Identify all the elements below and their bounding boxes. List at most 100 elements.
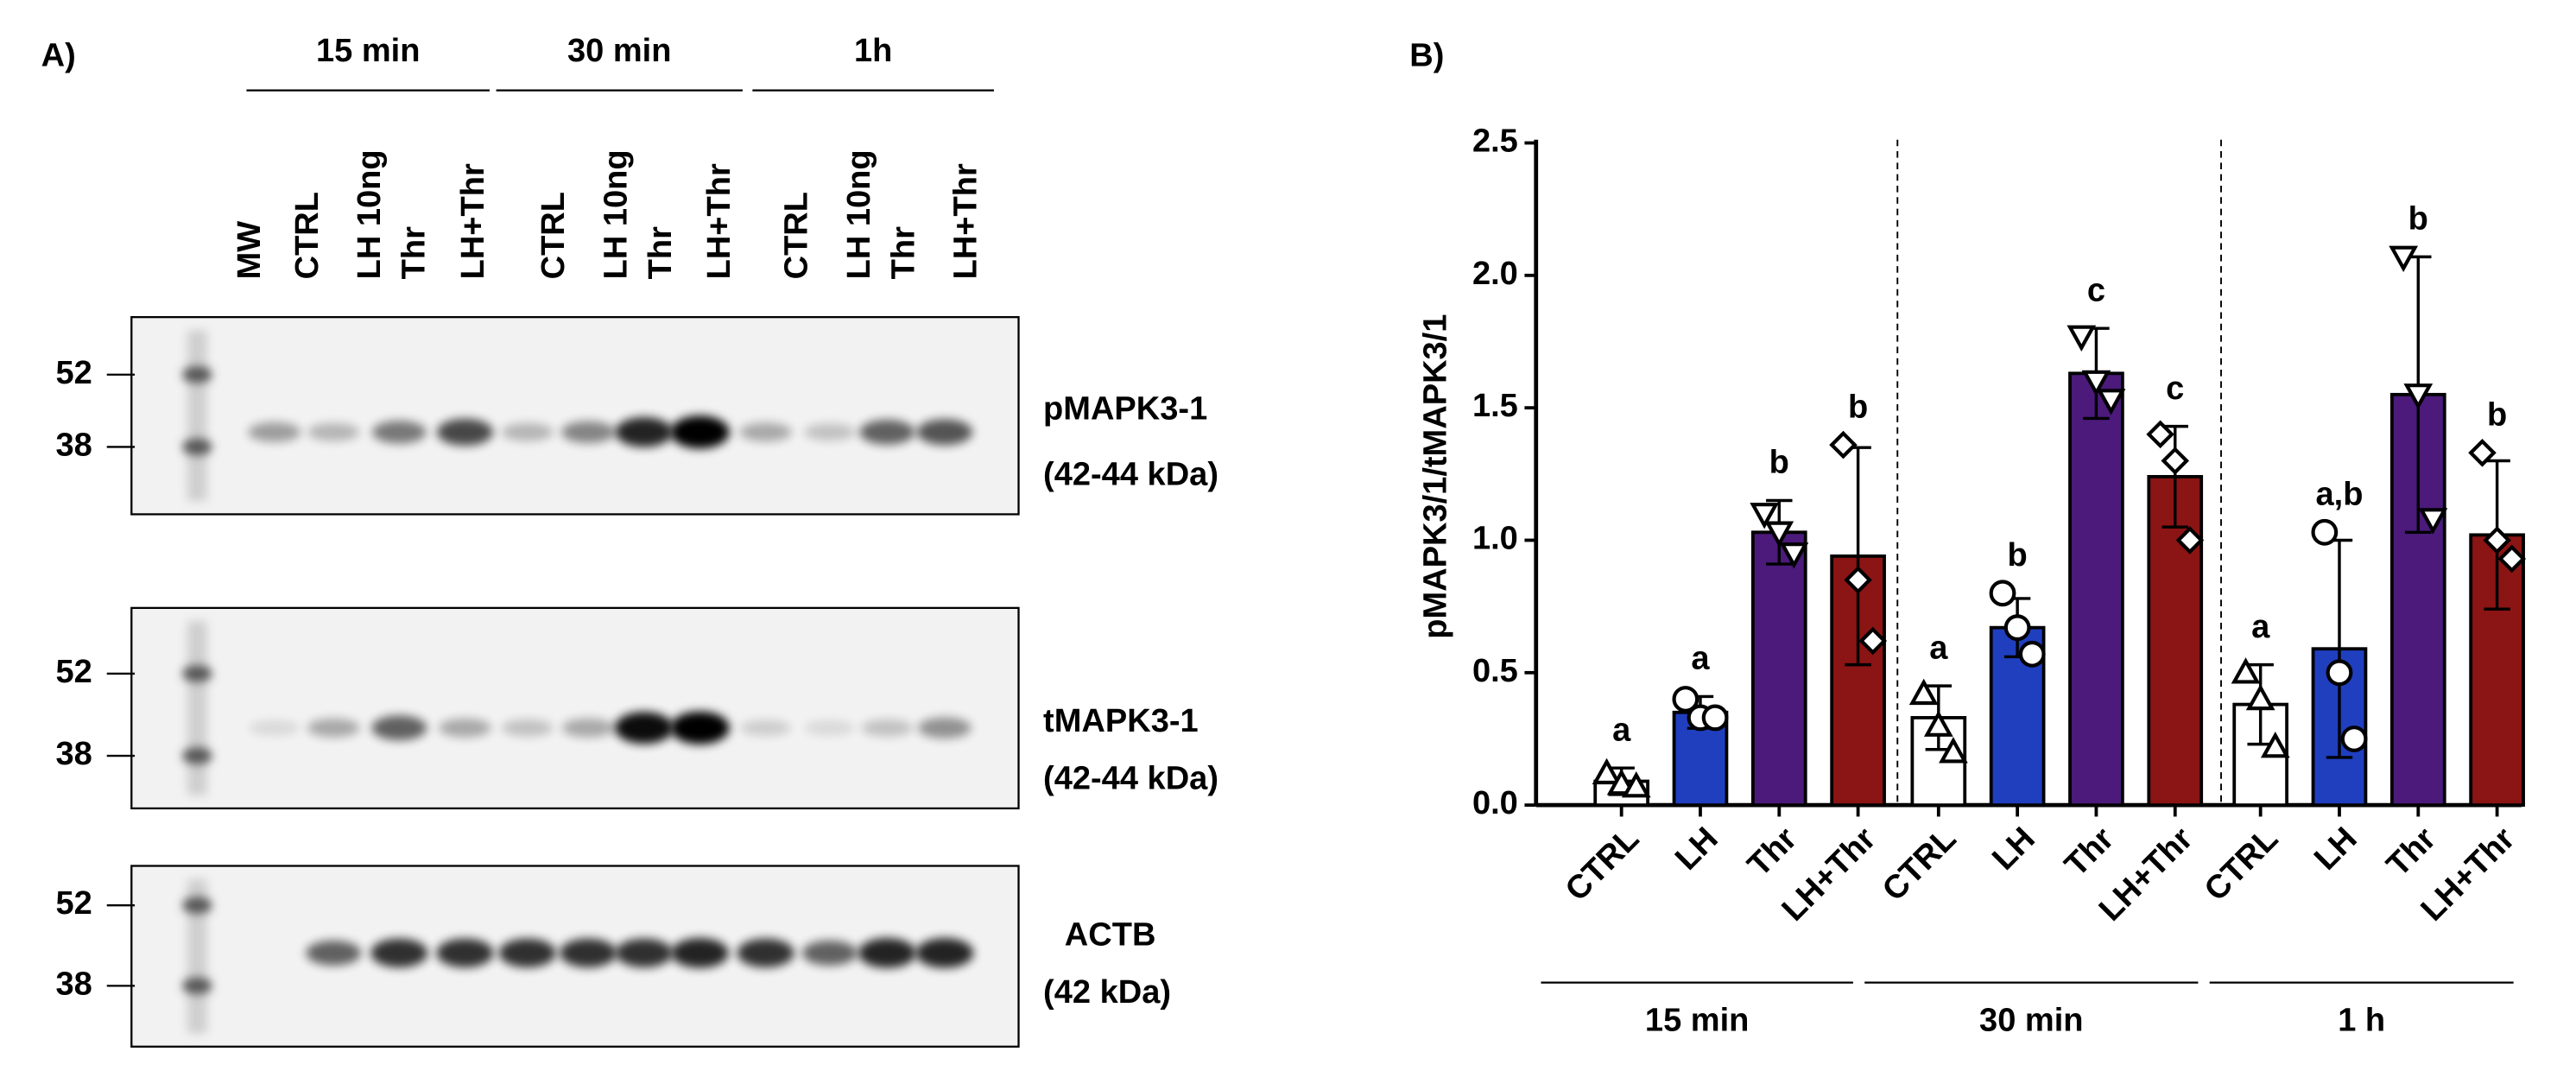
mw-marker: 52 [56, 654, 92, 690]
data-point [1764, 521, 1794, 548]
mw-ladder [187, 878, 207, 1034]
data-point [2497, 544, 2527, 574]
protein-band [560, 938, 617, 968]
blot-size: (42-44 kDa) [1043, 457, 1218, 493]
protein-band [249, 719, 300, 736]
x-tick-label: CTRL [2198, 821, 2285, 908]
blot-membrane [130, 316, 1020, 516]
data-point [2403, 383, 2434, 410]
lane-label: LH 10ng [351, 149, 388, 279]
protein-band [436, 418, 493, 446]
panel-label: B) [1409, 38, 1444, 74]
group-header: 15 min [316, 33, 420, 69]
mw-band [182, 438, 212, 455]
significance-letter: b [2408, 201, 2428, 238]
data-point [2340, 726, 2368, 752]
data-point [2161, 447, 2190, 475]
data-point [1621, 771, 1651, 798]
data-point [1858, 626, 1888, 656]
group-header: 1h [854, 33, 892, 69]
bar [2068, 371, 2124, 808]
protein-band [370, 938, 428, 968]
protein-band [859, 419, 915, 445]
mw-ladder [187, 330, 207, 502]
data-point [2418, 508, 2448, 535]
protein-band [615, 938, 673, 968]
data-point [2003, 614, 2031, 642]
x-tick-label: Thr [1741, 821, 1804, 884]
lane-label: Thr [396, 226, 432, 279]
data-point [1701, 704, 1729, 732]
x-tick-label: Thr [2380, 821, 2443, 884]
lane-label: LH+Thr [455, 163, 491, 279]
protein-band [307, 718, 360, 738]
protein-band [915, 938, 974, 968]
protein-band [502, 719, 554, 737]
protein-band [306, 940, 362, 966]
protein-band [561, 421, 616, 444]
x-tick-label: CTRL [1876, 821, 1963, 908]
lane-label: Thr [885, 226, 921, 279]
data-point [1989, 580, 2016, 607]
protein-band [916, 419, 973, 446]
mw-band [182, 977, 212, 994]
significance-letter: b [1848, 389, 1868, 425]
data-point [1779, 542, 1809, 569]
y-tick-label: 2.5 [1472, 124, 1518, 160]
significance-letter: a [1691, 641, 1710, 677]
protein-band [671, 938, 729, 968]
protein-band [498, 938, 556, 968]
y-tick-label: 0.0 [1472, 785, 1518, 821]
x-tick-label: CTRL [1559, 821, 1646, 908]
lane-label: CTRL [289, 192, 326, 279]
data-point [2066, 325, 2097, 352]
protein-band [739, 422, 792, 442]
y-tick-label: 1.0 [1472, 521, 1518, 557]
lane-label: LH+Thr [701, 163, 737, 279]
significance-letter: b [2008, 537, 2028, 574]
protein-band [307, 422, 360, 441]
protein-band [670, 415, 730, 449]
lane-label: LH+Thr [948, 163, 984, 279]
data-point [2018, 640, 2046, 668]
blot-size: (42-44 kDa) [1043, 761, 1218, 797]
mw-marker: 52 [56, 885, 92, 922]
protein-band [615, 416, 674, 447]
group-label: 30 min [1979, 1002, 2083, 1038]
protein-band [858, 938, 916, 968]
significance-letter: a [2251, 609, 2270, 645]
data-point [1923, 710, 1953, 737]
protein-band [740, 719, 791, 737]
lane-label: MW [231, 221, 268, 280]
data-point [2231, 657, 2261, 684]
data-point [1939, 737, 1968, 764]
data-point [1844, 566, 1872, 594]
mw-band [182, 747, 212, 764]
y-axis-label: pMAPK3/1/tMAPK3/1 [1418, 314, 1454, 639]
data-point [2311, 518, 2339, 546]
protein-band [439, 718, 491, 738]
protein-band [861, 719, 914, 737]
data-point [2260, 732, 2290, 758]
mw-marker: 38 [56, 736, 92, 772]
blot-name: tMAPK3-1 [1043, 703, 1199, 739]
y-tick-label: 2.0 [1472, 256, 1518, 292]
protein-band [801, 940, 858, 966]
lane-label: LH 10ng [841, 149, 877, 279]
significance-letter: a [1612, 712, 1631, 748]
protein-band [501, 422, 554, 441]
group-label: 15 min [1645, 1002, 1749, 1038]
data-point [1592, 757, 1622, 785]
protein-band [371, 715, 427, 741]
lane-label: CTRL [779, 192, 815, 279]
data-point [1829, 430, 1858, 459]
protein-band [918, 717, 972, 738]
y-tick-label: 0.5 [1472, 653, 1518, 689]
protein-band [737, 938, 794, 968]
data-point [1750, 503, 1780, 529]
significance-letter: c [2087, 272, 2105, 308]
x-tick-label: LH [1985, 821, 2042, 878]
